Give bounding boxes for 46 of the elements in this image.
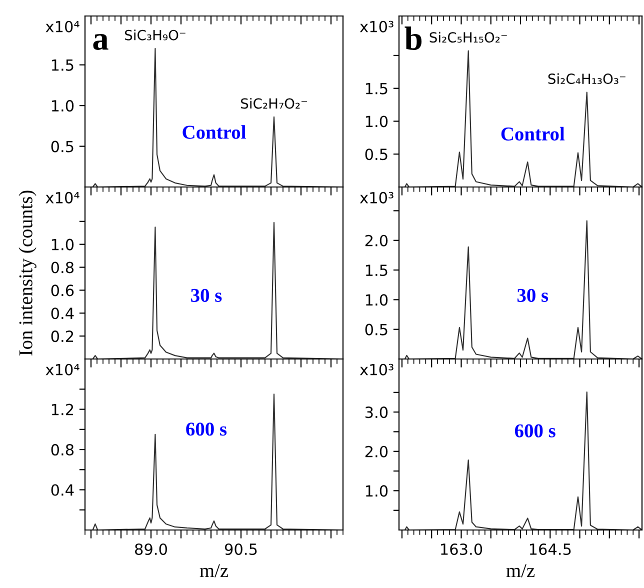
y-tick-label: 1.0 [366, 485, 388, 497]
annotation: SiC₃H₉O⁻ [125, 30, 186, 40]
y-tick-label: 0.4 [51, 308, 74, 320]
y-tick-label: 0.6 [51, 284, 74, 296]
y-tick-label: 3.0 [365, 406, 388, 418]
annotation: a [93, 34, 108, 50]
x-axis-title: m/z [200, 564, 228, 578]
text: x10⁴ [46, 20, 80, 32]
y-tick-label: 2.0 [365, 234, 388, 246]
y-tick-label: 0.5 [51, 140, 74, 152]
text: x10⁴ [46, 364, 80, 376]
annotation: 600 s [514, 424, 556, 438]
text: x10³ [360, 364, 394, 376]
y-tick-label: 1.0 [366, 294, 388, 306]
x-axis-title: m/z [506, 564, 535, 578]
y-tick-label: 1.0 [52, 100, 74, 112]
x-tick-label: 164.5 [530, 543, 571, 556]
y-tick-label: 0.4 [51, 484, 74, 496]
text: x10⁴ [46, 192, 80, 204]
annotation: Si₂C₅H₁₅O₂⁻ [430, 32, 507, 43]
y-tick-label: 0.5 [365, 148, 388, 160]
annotation: b [404, 26, 422, 50]
y-axis-title: Ion intensity (counts) [18, 190, 36, 356]
y-tick-label: 0.5 [365, 324, 388, 336]
annotation: Si₂C₄H₁₃O₃⁻ [548, 73, 626, 84]
x-tick-label: 90.5 [224, 543, 257, 556]
annotation: 30 s [517, 288, 548, 302]
text: x10³ [360, 20, 394, 32]
y-tick-label: 1.2 [52, 404, 74, 416]
y-tick-label: 1.0 [366, 116, 388, 128]
y-tick-label: 1.0 [52, 238, 74, 250]
annotation: SiC₂H₇O₂⁻ [241, 98, 307, 109]
y-tick-label: 1.5 [366, 83, 388, 94]
annotation: 600 s [186, 422, 227, 436]
text: x10³ [360, 192, 394, 204]
annotation: Control [501, 126, 565, 141]
x-tick-label: 163.0 [441, 543, 482, 556]
y-tick-label: 0.8 [51, 262, 74, 274]
y-tick-label: 0.2 [51, 330, 74, 342]
y-tick-label: 1.5 [366, 264, 388, 276]
annotation: Control [182, 125, 246, 139]
x-tick-label: 89.0 [135, 543, 167, 556]
y-tick-label: 0.8 [51, 444, 74, 456]
y-tick-label: 2.0 [365, 446, 388, 458]
annotation: 30 s [191, 288, 222, 302]
y-tick-label: 1.5 [52, 60, 74, 71]
